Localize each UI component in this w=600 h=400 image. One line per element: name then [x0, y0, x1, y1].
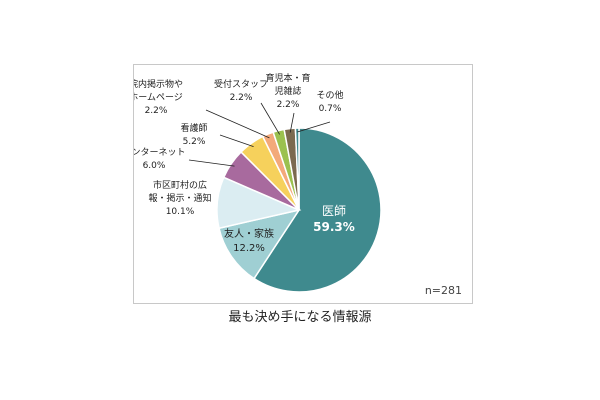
slice-label: 受付スタッフ 2.2% — [214, 78, 268, 103]
slice-label: インターネット6.0% — [134, 147, 186, 171]
leader-line — [188, 159, 235, 167]
slice-label: 友人・家族 12.2% — [224, 227, 274, 254]
slice-label: 育児本・育児雑誌 2.2% — [265, 72, 310, 110]
pie-slice — [252, 127, 382, 293]
leader-line — [219, 134, 254, 147]
leader-line — [289, 112, 295, 133]
pie-slice — [218, 208, 301, 280]
slice-label: その他 0.7% — [316, 89, 343, 114]
pie-slice — [294, 127, 300, 211]
leader-line — [297, 121, 331, 133]
slice-label: 看護師 5.2% — [180, 122, 207, 147]
slice-label: 医師 59.3% — [313, 204, 355, 234]
sample-size-note: n=281 — [424, 284, 462, 297]
slice-label: 院内掲示物やホームページ 2.2% — [134, 78, 183, 116]
leader-line — [205, 109, 270, 139]
chart-caption: 最も決め手になる情報源 — [228, 310, 372, 325]
leader-line — [260, 102, 280, 135]
slice-label: 市区町村の広報・掲示・通知 10.1% — [148, 179, 211, 217]
